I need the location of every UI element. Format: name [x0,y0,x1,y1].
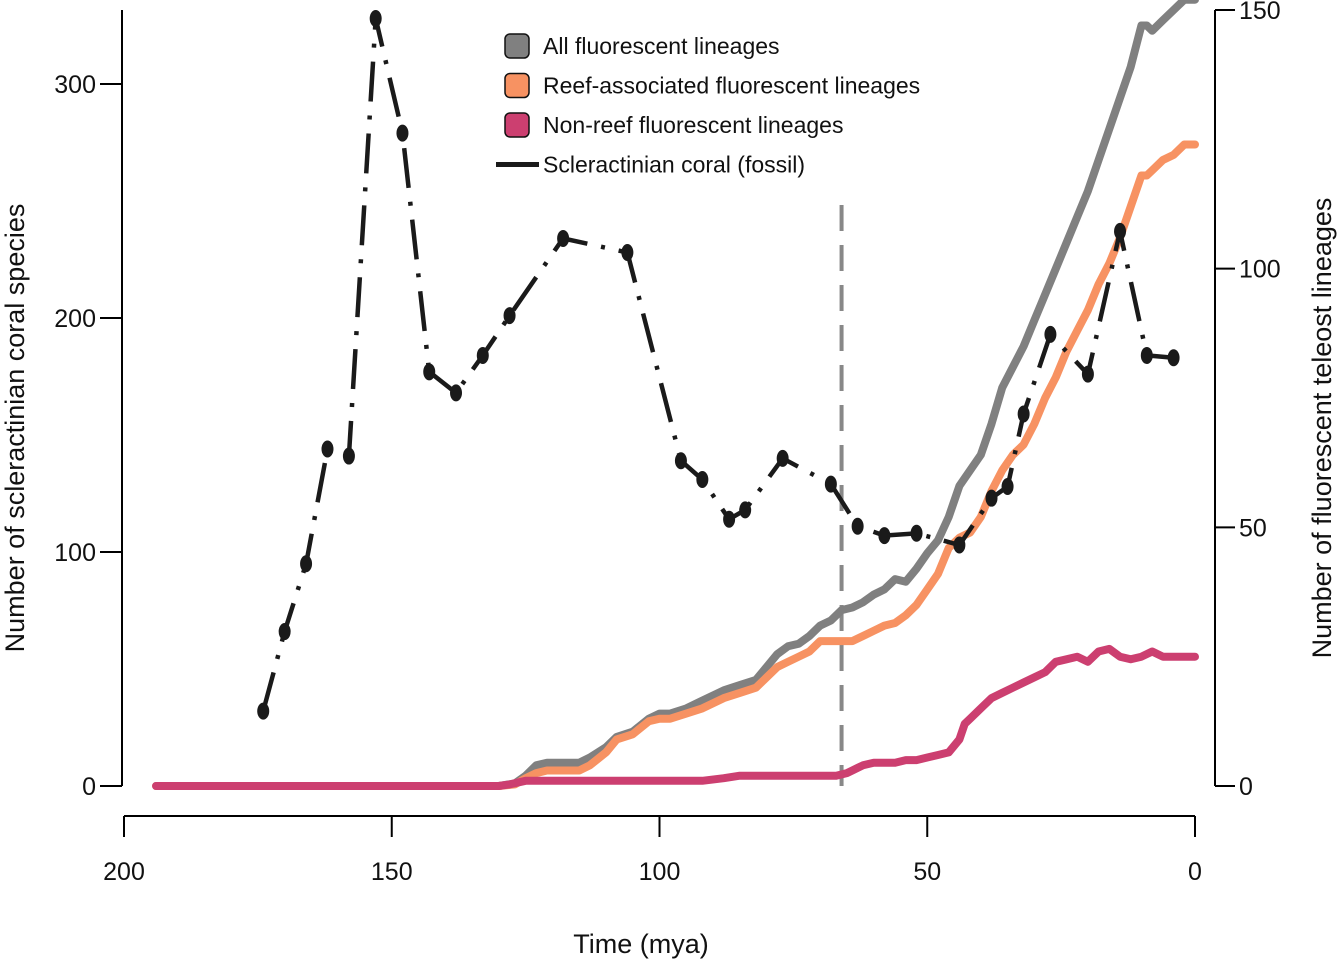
coral-data-point [1081,365,1094,383]
coral-data-point [450,384,463,402]
x-axis-tick-label: 50 [913,858,941,886]
right-axis-tick-label: 100 [1239,256,1281,284]
right-axis-title: Number of fluorescent teleost lineages [1307,198,1337,659]
coral-layer [257,9,1180,720]
legend-label: Non-reef fluorescent lineages [543,112,843,138]
coral-data-point [985,489,998,507]
legend-swatch [504,72,530,99]
left-axis-tick-label: 300 [54,71,96,99]
legend-label: Scleractinian coral (fossil) [543,152,805,178]
x-axis-tick-label: 200 [103,858,145,886]
coral-data-point [476,346,489,364]
legend-swatch [504,33,530,59]
coral-data-point [910,524,923,542]
coral-data-point [342,447,355,465]
x-axis-tick-label: 0 [1188,858,1202,886]
x-axis-title: Time (mya) [573,929,709,959]
coral-data-point [878,527,891,545]
legend-swatch [504,112,530,138]
coral-data-point [1017,405,1030,423]
coral-data-point [1044,325,1057,343]
coral-data-point [423,363,436,381]
series-layer [152,0,1199,790]
coral-data-point [723,510,736,528]
coral-data-point [739,501,752,519]
coral-data-point [557,229,570,247]
left-axis-tick-label: 100 [54,539,96,567]
left-axis-tick-label: 200 [54,305,96,333]
coral-data-point [1001,477,1014,495]
left-axis-tick-label: 0 [82,773,96,801]
coral-data-point [396,124,409,142]
coral-data-point [776,449,789,467]
coral-data-point [1114,222,1127,240]
right-axis-tick-label: 150 [1239,0,1281,25]
right-axis-tick-label: 0 [1239,773,1253,801]
coral-data-point [278,623,291,641]
coral-data-point [674,452,687,470]
coral-data-point [621,243,634,261]
x-axis-tick-label: 150 [371,858,413,886]
coral-data-point [953,536,966,554]
legend: All fluorescent lineages Reef-associated … [496,33,920,178]
coral-data-point [824,475,837,493]
coral-data-point [851,517,864,535]
coral-data-point [696,470,709,488]
right-axis-tick-label: 50 [1239,514,1267,542]
non-reef-fluorescent-lineages-line [152,644,1199,790]
legend-label: All fluorescent lineages [543,33,780,59]
coral-data-point [1140,346,1153,364]
coral-data-point [369,9,382,27]
reef-associated-fluorescent-lineages-line [152,140,1199,790]
coral-data-point [300,555,313,573]
x-axis-tick-label: 100 [639,858,681,886]
legend-label: Reef-associated fluorescent lineages [543,73,920,99]
coral-data-point [321,440,334,458]
left-axis-title: Number of scleractinian coral species [0,204,30,653]
coral-data-point [1167,349,1180,367]
coral-data-point [503,307,516,325]
coral-data-point [257,702,270,720]
